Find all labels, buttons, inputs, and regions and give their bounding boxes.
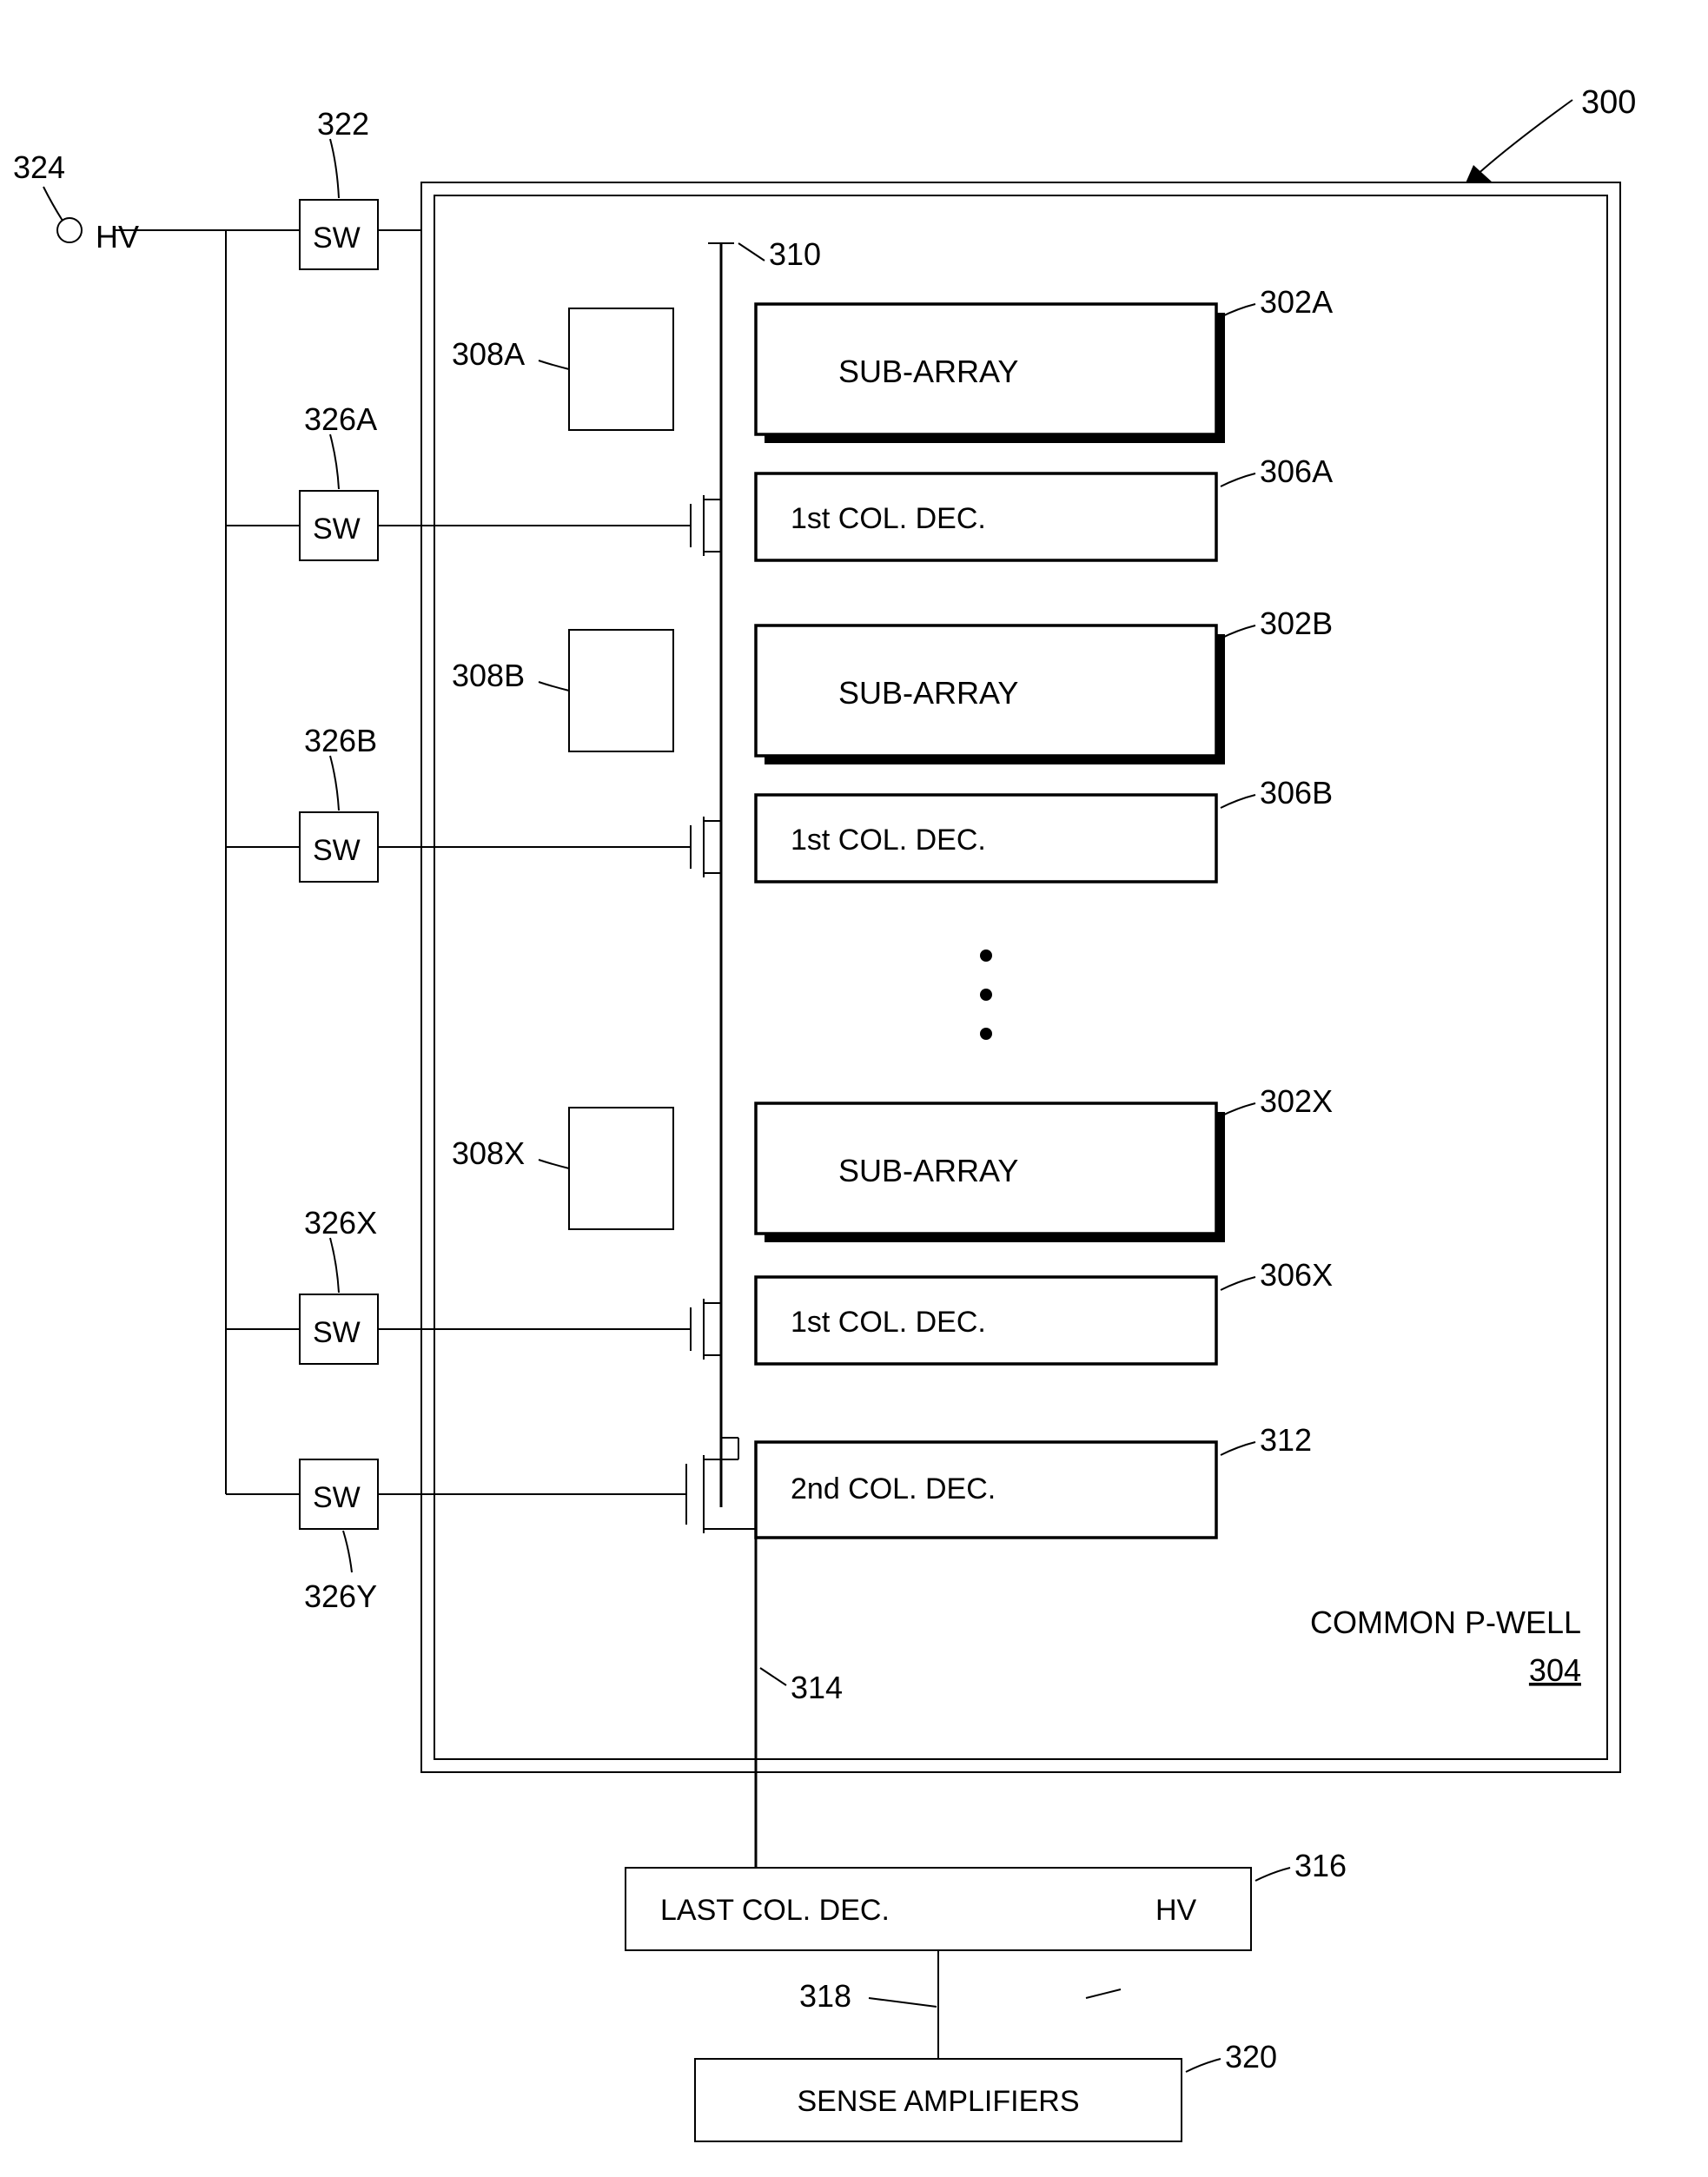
refnum-308A: 308A: [452, 336, 525, 372]
switch-326A: SW 326A: [300, 401, 378, 560]
refnum-318: 318: [799, 1978, 851, 2014]
sw-322-label: SW: [313, 222, 361, 255]
refnum-314: 314: [791, 1670, 843, 1705]
block-308X: [569, 1108, 673, 1229]
switch-326Y: SW 326Y: [300, 1459, 378, 1614]
hv-input-label: HV: [96, 219, 139, 255]
refnum-312: 312: [1260, 1422, 1312, 1458]
sw-326B-label: SW: [313, 834, 361, 867]
leader-320: [1186, 2059, 1221, 2072]
refnum-326B: 326B: [304, 723, 377, 758]
refnum-300: 300: [1581, 84, 1636, 121]
refnum-302X: 302X: [1260, 1083, 1333, 1119]
first-col-dec-A-label: 1st COL. DEC.: [791, 502, 986, 535]
sub-array-B-label: SUB-ARRAY: [838, 675, 1018, 711]
sub-array-X-label: SUB-ARRAY: [838, 1153, 1018, 1188]
refnum-326A: 326A: [304, 401, 377, 437]
sub-array-A-label: SUB-ARRAY: [838, 354, 1018, 389]
first-col-dec-B-label: 1st COL. DEC.: [791, 824, 986, 857]
refnum-306X: 306X: [1260, 1257, 1333, 1293]
refnum-316: 316: [1294, 1848, 1347, 1883]
last-col-dec-hv-label: HV: [1155, 1894, 1197, 1927]
leader-318: [869, 1998, 937, 2007]
sw-326Y-label: SW: [313, 1481, 361, 1514]
refnum-306B: 306B: [1260, 775, 1333, 811]
refnum-310: 310: [769, 236, 821, 272]
refnum-306A: 306A: [1260, 453, 1333, 489]
sw-326A-label: SW: [313, 513, 361, 546]
refnum-304: 304: [1529, 1652, 1581, 1688]
refnum-308B: 308B: [452, 658, 525, 693]
second-col-dec-label: 2nd COL. DEC.: [791, 1472, 996, 1505]
refnum-326Y: 326Y: [304, 1578, 377, 1614]
refnum-324: 324: [13, 149, 65, 185]
last-col-dec-label: LAST COL. DEC.: [660, 1894, 890, 1927]
refnum-300-arrow: 300: [1460, 84, 1636, 193]
hv-input-node: HV 324: [13, 149, 139, 255]
leader-316: [1255, 1868, 1290, 1881]
common-pwell-label: COMMON P-WELL: [1310, 1605, 1581, 1640]
switch-322: SW 322: [300, 106, 378, 269]
sense-amps-label: SENSE AMPLIFIERS: [798, 2085, 1080, 2118]
refnum-302A: 302A: [1260, 284, 1333, 320]
hook-318-right: [1086, 1989, 1121, 1998]
block-308B: [569, 630, 673, 751]
refnum-322: 322: [317, 106, 369, 142]
refnum-326X: 326X: [304, 1205, 377, 1241]
block-308A: [569, 308, 673, 430]
sw-326X-label: SW: [313, 1316, 361, 1349]
switch-326X: SW 326X: [300, 1205, 378, 1364]
refnum-302B: 302B: [1260, 605, 1333, 641]
refnum-308X: 308X: [452, 1135, 525, 1171]
first-col-dec-X-label: 1st COL. DEC.: [791, 1306, 986, 1339]
refnum-320: 320: [1225, 2039, 1277, 2074]
switch-326B: SW 326B: [300, 723, 378, 882]
